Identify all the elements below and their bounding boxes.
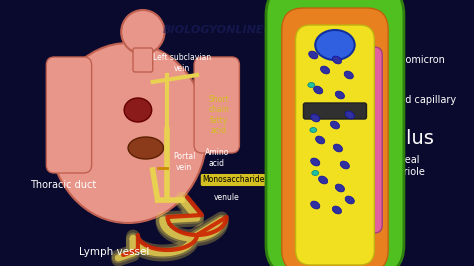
Ellipse shape: [309, 51, 318, 59]
Ellipse shape: [128, 137, 164, 159]
Ellipse shape: [330, 121, 339, 129]
FancyBboxPatch shape: [133, 48, 153, 72]
Text: Short
chain
fatty
acid: Short chain fatty acid: [208, 95, 229, 135]
Text: Amino
acid: Amino acid: [205, 148, 229, 168]
FancyBboxPatch shape: [266, 0, 404, 266]
Ellipse shape: [320, 66, 330, 74]
Text: Thoracic duct: Thoracic duct: [29, 180, 96, 190]
Text: Chylomicron: Chylomicron: [338, 55, 445, 65]
Ellipse shape: [333, 144, 343, 152]
Text: Lacteal: Lacteal: [323, 148, 419, 165]
Ellipse shape: [49, 43, 207, 223]
FancyBboxPatch shape: [355, 47, 382, 233]
Text: Blood capillary: Blood capillary: [346, 95, 456, 111]
Ellipse shape: [335, 91, 345, 99]
Text: BIOLOGYONLINEMEDIA: BIOLOGYONLINEMEDIA: [163, 25, 305, 35]
Ellipse shape: [345, 111, 355, 119]
FancyBboxPatch shape: [194, 57, 239, 153]
Ellipse shape: [345, 196, 355, 204]
FancyBboxPatch shape: [303, 103, 366, 119]
Ellipse shape: [308, 82, 315, 88]
Ellipse shape: [315, 30, 355, 60]
Text: Monosaccharide: Monosaccharide: [202, 176, 264, 185]
Text: Arteriole: Arteriole: [384, 167, 426, 177]
Circle shape: [121, 10, 164, 54]
Text: Left subclavian
vein: Left subclavian vein: [153, 53, 211, 73]
Ellipse shape: [312, 171, 319, 176]
Text: venule: venule: [214, 193, 239, 202]
FancyBboxPatch shape: [296, 25, 374, 265]
Text: Lymph vessel: Lymph vessel: [79, 247, 149, 257]
FancyBboxPatch shape: [282, 8, 388, 266]
Ellipse shape: [332, 206, 342, 214]
Ellipse shape: [124, 98, 152, 122]
Ellipse shape: [340, 161, 349, 169]
Ellipse shape: [310, 114, 320, 122]
Ellipse shape: [316, 136, 325, 144]
Ellipse shape: [310, 127, 317, 132]
Text: Villus: Villus: [383, 128, 435, 148]
Ellipse shape: [344, 71, 353, 79]
Ellipse shape: [314, 86, 323, 94]
Text: Portal
vein: Portal vein: [173, 152, 195, 172]
Ellipse shape: [310, 158, 320, 166]
Ellipse shape: [310, 201, 320, 209]
FancyBboxPatch shape: [46, 57, 91, 173]
Ellipse shape: [319, 176, 328, 184]
Ellipse shape: [335, 184, 345, 192]
Ellipse shape: [332, 56, 342, 64]
